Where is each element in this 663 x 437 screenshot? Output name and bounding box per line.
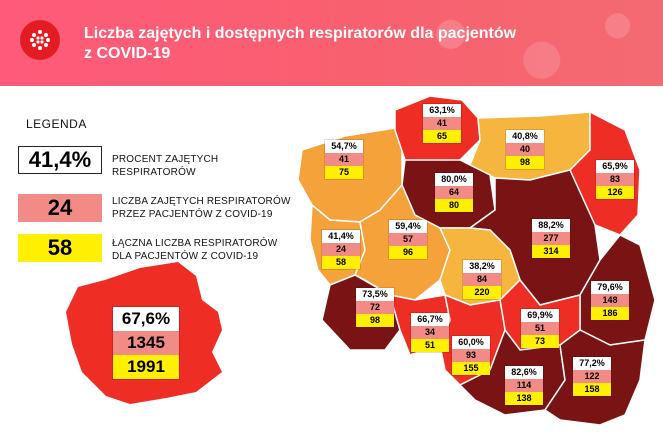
label-dolnoslaskie: 73,5% 72 98: [356, 288, 394, 327]
label-malopolskie: 82,6% 114 138: [505, 366, 543, 405]
region-occupied: 57: [389, 233, 427, 246]
legend-text-total: ŁĄCZNA LICZBA RESPIRATORÓW DLA PACJENTÓW…: [112, 237, 302, 263]
region-percent: 66,7%: [411, 313, 449, 326]
label-mazowieckie: 88,2% 277 314: [532, 219, 570, 258]
header-banner: Liczba zajętych i dostępnych respiratoró…: [0, 0, 663, 86]
label-lubuskie: 41,4% 24 58: [322, 230, 360, 269]
region-total: 75: [325, 166, 363, 179]
region-total: 155: [452, 362, 490, 375]
region-total: 220: [463, 286, 501, 299]
region-percent: 73,5%: [356, 288, 394, 301]
legend-box-percent: 41,4%: [18, 146, 102, 174]
legend-desc: DLA PACJENTÓW Z COVID-19: [112, 251, 259, 262]
total-percent: 67,6%: [113, 307, 179, 331]
logo-icon: [20, 20, 60, 60]
region-percent: 69,9%: [521, 309, 559, 322]
region-occupied: 148: [591, 294, 629, 307]
label-lubelskie: 79,6% 148 186: [591, 281, 629, 320]
region-total: 98: [506, 156, 544, 169]
region-percent: 41,4%: [322, 230, 360, 243]
region-percent: 38,2%: [463, 260, 501, 273]
label-kujawsko-pomorskie: 80,0% 64 80: [435, 173, 473, 212]
label-lodzkie: 38,2% 84 220: [463, 260, 501, 299]
region-percent: 79,6%: [591, 281, 629, 294]
label-podlaskie: 65,9% 83 126: [596, 160, 634, 199]
label-zachodniopomorskie: 54,7% 41 75: [325, 140, 363, 179]
region-percent: 63,1%: [423, 104, 461, 117]
label-swietokrzyskie: 69,9% 51 73: [521, 309, 559, 348]
region-percent: 40,8%: [506, 130, 544, 143]
legend-desc: ŁĄCZNA LICZBA RESPIRATORÓW: [112, 238, 278, 249]
legend-text-occupied: LICZBA ZAJĘTYCH RESPIRATORÓW PRZEZ PACJE…: [112, 195, 302, 221]
legend-desc: PROCENT ZAJĘTYCH: [112, 154, 219, 165]
label-wielkopolskie: 59,4% 57 96: [389, 220, 427, 259]
region-occupied: 51: [521, 322, 559, 335]
legend-title: LEGENDA: [26, 117, 87, 131]
region-occupied: 114: [505, 379, 543, 392]
region-total: 58: [322, 256, 360, 269]
region-total: 186: [591, 307, 629, 320]
region-percent: 65,9%: [596, 160, 634, 173]
region-total: 73: [521, 335, 559, 348]
region-total: 96: [389, 246, 427, 259]
region-occupied: 40: [506, 143, 544, 156]
legend-box-occupied: 24: [18, 194, 102, 222]
region-percent: 77,2%: [573, 357, 611, 370]
region-total: 80: [435, 199, 473, 212]
region-occupied: 277: [532, 232, 570, 245]
region-occupied: 41: [423, 117, 461, 130]
title-line-2: z COVID-19: [84, 45, 171, 62]
region-percent: 59,4%: [389, 220, 427, 233]
region-percent: 88,2%: [532, 219, 570, 232]
region-occupied: 83: [596, 173, 634, 186]
region-percent: 82,6%: [505, 366, 543, 379]
label-slaskie: 60,0% 93 155: [452, 336, 490, 375]
region-occupied: 24: [322, 243, 360, 256]
region-total: 65: [423, 130, 461, 143]
region-occupied: 93: [452, 349, 490, 362]
region-percent: 80,0%: [435, 173, 473, 186]
label-opolskie: 66,7% 34 51: [411, 313, 449, 352]
legend-box-total: 58: [18, 234, 102, 262]
total-ventilators: 1991: [113, 355, 179, 379]
legend-desc: PRZEZ PACJENTÓW Z COVID-19: [112, 209, 273, 220]
region-occupied: 84: [463, 273, 501, 286]
region-occupied: 34: [411, 326, 449, 339]
region-occupied: 41: [325, 153, 363, 166]
region-percent: 60,0%: [452, 336, 490, 349]
region-total: 138: [505, 392, 543, 405]
region-percent: 54,7%: [325, 140, 363, 153]
label-podkarpackie: 77,2% 122 158: [573, 357, 611, 396]
region-total: 98: [356, 314, 394, 327]
region-total: 314: [532, 245, 570, 258]
label-warminsko-mazurskie: 40,8% 40 98: [506, 130, 544, 169]
region-occupied: 64: [435, 186, 473, 199]
legend-text-percent: PROCENT ZAJĘTYCH RESPIRATORÓW: [112, 153, 302, 179]
label-pomorskie: 63,1% 41 65: [423, 104, 461, 143]
total-occupied: 1345: [113, 331, 179, 355]
legend-desc: LICZBA ZAJĘTYCH RESPIRATORÓW: [112, 196, 291, 207]
poland-total-label: 67,6% 1345 1991: [113, 307, 179, 379]
region-occupied: 72: [356, 301, 394, 314]
region-total: 126: [596, 186, 634, 199]
region-total: 158: [573, 383, 611, 396]
legend-desc: RESPIRATORÓW: [112, 167, 196, 178]
region-occupied: 122: [573, 370, 611, 383]
region-total: 51: [411, 339, 449, 352]
